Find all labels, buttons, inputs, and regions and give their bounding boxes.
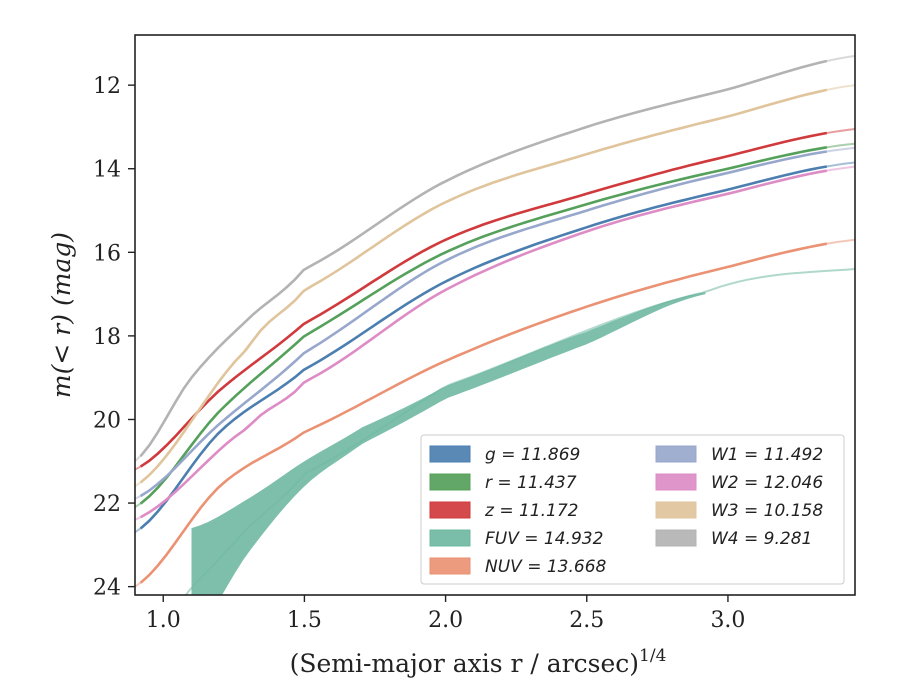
- legend-swatch: [655, 445, 697, 463]
- legend-item: r = 11.437: [429, 473, 577, 493]
- series-line: [139, 131, 828, 468]
- series-faint-line: [135, 84, 855, 488]
- legend: g = 11.869 r = 11.437 z = 11.172 FUV = 14.9…: [420, 434, 845, 585]
- legend-label: W4 = 9.281: [711, 529, 812, 549]
- x-tick-label: 2.5: [569, 608, 604, 633]
- legend-label: W2 = 12.046: [711, 473, 823, 493]
- legend-item: g = 11.869: [429, 445, 580, 465]
- legend-label: FUV = 14.932: [485, 529, 603, 549]
- series-line: [139, 88, 828, 484]
- legend-swatch: [655, 473, 697, 491]
- series-2: [135, 128, 855, 471]
- legend-item: W1 = 11.492: [655, 445, 823, 465]
- series-line: [139, 146, 828, 505]
- y-tick-label: 18: [93, 325, 121, 350]
- x-tick-label: 1.0: [146, 608, 181, 633]
- y-tick-label: 16: [93, 241, 121, 266]
- legend-swatch: [655, 501, 697, 519]
- y-axis-label: m(< r) (mag): [47, 232, 76, 398]
- series-layer: [135, 54, 855, 595]
- legend-label: NUV = 13.668: [485, 557, 607, 577]
- series-line: [139, 150, 828, 498]
- series-1: [135, 142, 855, 509]
- plot-frame: [134, 34, 856, 596]
- series-3: [184, 268, 855, 595]
- y-tick-label: 22: [93, 492, 121, 517]
- legend-frame: [420, 434, 845, 585]
- legend-swatch: [655, 529, 697, 547]
- legend-item: W4 = 9.281: [655, 529, 812, 549]
- legend-label: W1 = 11.492: [711, 445, 823, 465]
- series-7: [135, 84, 855, 488]
- series-line: [139, 169, 828, 519]
- legend-swatch: [429, 501, 471, 519]
- y-tick-label: 12: [93, 74, 121, 99]
- x-axis-ticks: 1.0 1.5 2.0 2.5 3.0: [146, 595, 745, 633]
- x-axis-label: (Semi-major axis r / arcsec)1/4: [290, 646, 667, 678]
- y-axis-ticks: 12 14 16 18 20 22 24: [93, 74, 135, 601]
- legend-swatch: [429, 557, 471, 575]
- legend-swatch: [429, 529, 471, 547]
- series-4: [135, 238, 855, 588]
- series-5: [135, 146, 855, 500]
- legend-label: g = 11.869: [485, 445, 580, 465]
- legend-label: r = 11.437: [485, 473, 577, 493]
- legend-label: W3 = 10.158: [711, 501, 823, 521]
- series-line: [139, 59, 828, 458]
- legend-item: z = 11.172: [429, 501, 578, 521]
- series-8: [135, 54, 855, 463]
- y-tick-label: 24: [93, 576, 121, 601]
- legend-item: W3 = 10.158: [655, 501, 823, 521]
- series-0: [135, 161, 855, 534]
- legend-item: NUV = 13.668: [429, 557, 607, 577]
- y-tick-label: 20: [93, 408, 121, 433]
- y-tick-label: 14: [93, 158, 121, 183]
- x-tick-label: 2.0: [428, 608, 463, 633]
- x-tick-label: 1.5: [287, 608, 322, 633]
- legend-swatch: [429, 445, 471, 463]
- legend-swatch: [429, 473, 471, 491]
- series-faint-line: [135, 128, 855, 471]
- legend-label: z = 11.172: [484, 501, 578, 521]
- series-line: [139, 165, 828, 530]
- series-line: [139, 242, 828, 584]
- series-6: [135, 165, 855, 521]
- legend-item: W2 = 12.046: [655, 473, 823, 493]
- x-tick-label: 3.0: [710, 608, 745, 633]
- legend-item: FUV = 14.932: [429, 529, 603, 549]
